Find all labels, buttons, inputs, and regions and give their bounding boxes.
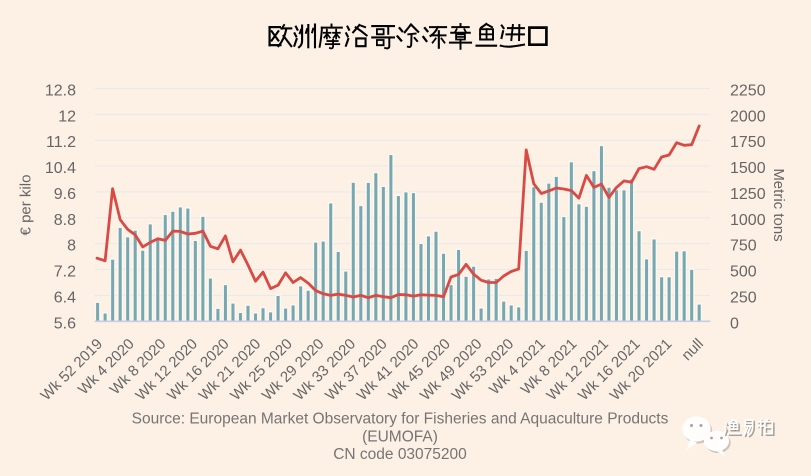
svg-text:0: 0 — [730, 315, 739, 332]
svg-text:11.2: 11.2 — [46, 134, 76, 151]
svg-text:Source: European Market Observ: Source: European Market Observatory for … — [132, 411, 669, 428]
svg-text:2000: 2000 — [730, 108, 766, 125]
svg-text:1000: 1000 — [730, 212, 766, 229]
svg-text:10.4: 10.4 — [45, 160, 76, 177]
svg-text:1750: 1750 — [730, 134, 766, 151]
svg-text:7.2: 7.2 — [54, 264, 76, 281]
svg-text:12.8: 12.8 — [45, 82, 76, 99]
svg-text:1250: 1250 — [730, 186, 766, 203]
svg-text:1500: 1500 — [730, 160, 766, 177]
svg-text:5.6: 5.6 — [54, 315, 76, 332]
svg-text:12: 12 — [58, 108, 76, 125]
svg-text:(EUMOFA): (EUMOFA) — [362, 429, 438, 446]
svg-text:€ per kilo: € per kilo — [18, 175, 35, 236]
svg-text:CN code 03075200: CN code 03075200 — [333, 446, 467, 463]
svg-text:2250: 2250 — [730, 82, 766, 99]
svg-text:9.6: 9.6 — [54, 186, 76, 203]
svg-text:6.4: 6.4 — [54, 289, 76, 306]
svg-text:8.8: 8.8 — [54, 212, 76, 229]
svg-text:750: 750 — [730, 238, 757, 255]
svg-text:Metric tons: Metric tons — [770, 168, 787, 241]
svg-text:500: 500 — [730, 264, 757, 281]
svg-text:250: 250 — [730, 289, 757, 306]
svg-text:8: 8 — [67, 238, 76, 255]
